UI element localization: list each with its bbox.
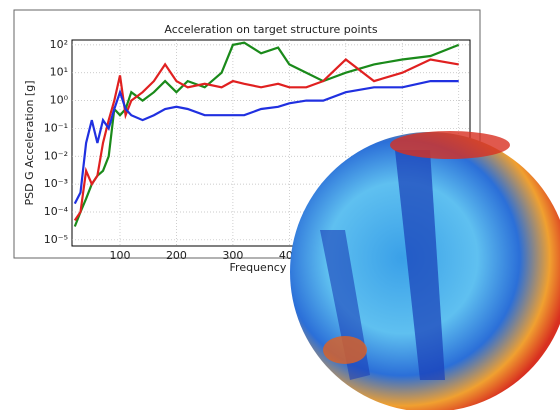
y-tick-label: 10² [50, 38, 68, 51]
sphere-spot [323, 336, 367, 364]
y-tick-label: 10⁰ [50, 94, 69, 107]
series-line [73, 58, 459, 222]
sphere-stripe [395, 150, 445, 380]
x-tick-label: 200 [166, 249, 187, 262]
y-tick-label: 10⁻¹ [44, 121, 68, 134]
y-tick-label: 10¹ [50, 66, 68, 79]
y-tick-label: 10⁻² [44, 149, 68, 162]
y-axis-label: PSD G Acceleration [g] [23, 80, 36, 205]
x-tick-label: 100 [109, 249, 130, 262]
x-tick-label: 300 [222, 249, 243, 262]
y-tick-label: 10⁻⁵ [44, 233, 68, 246]
y-tick-label: 10⁻⁴ [44, 205, 69, 218]
chart-title: Acceleration on target structure points [164, 23, 377, 36]
sphere-render [290, 131, 560, 410]
series-line [73, 80, 459, 205]
sphere-cap [390, 131, 510, 159]
y-tick-label: 10⁻³ [44, 177, 68, 190]
series-line [73, 41, 460, 227]
